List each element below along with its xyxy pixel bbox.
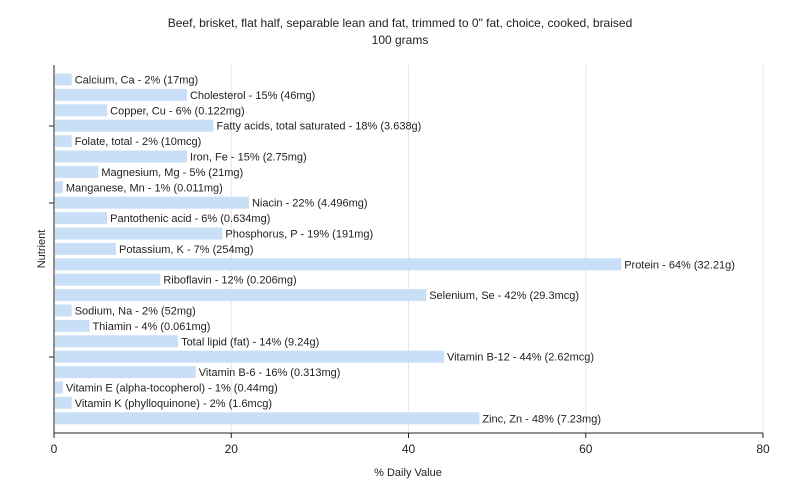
- bar-label-4: Folate, total - 2% (10mcg): [75, 136, 202, 148]
- x-tick-label-0: 0: [51, 442, 58, 456]
- bar-label-13: Riboflavin - 12% (0.206mg): [163, 275, 296, 287]
- bar-14: [55, 289, 427, 302]
- bar-label-22: Zinc, Zn - 48% (7.23mg): [482, 413, 601, 425]
- bar-label-17: Total lipid (fat) - 14% (9.24g): [181, 336, 319, 348]
- bar-16: [55, 319, 90, 332]
- bar-label-8: Niacin - 22% (4.496mg): [252, 198, 368, 210]
- bar-label-14: Selenium, Se - 42% (29.3mcg): [429, 290, 579, 302]
- bar-label-21: Vitamin K (phylloquinone) - 2% (1.6mcg): [75, 398, 272, 410]
- gridlines: [230, 65, 764, 433]
- bar-12: [55, 258, 622, 271]
- x-tick-label-20: 20: [225, 442, 239, 456]
- bar-19: [55, 366, 196, 379]
- bar-1: [55, 88, 187, 101]
- bar-22: [55, 412, 480, 425]
- x-tick-label-60: 60: [579, 442, 593, 456]
- bar-17: [55, 335, 179, 348]
- bar-labels: Calcium, Ca - 2% (17mg) Cholesterol - 15%…: [66, 75, 735, 426]
- bar-label-18: Vitamin B-12 - 44% (2.62mcg): [447, 352, 594, 364]
- y-axis-title: Nutrient: [36, 230, 48, 269]
- bar-label-15: Sodium, Na - 2% (52mg): [75, 306, 196, 318]
- bar-label-7: Manganese, Mn - 1% (0.011mg): [66, 182, 223, 194]
- bar-20: [55, 381, 63, 394]
- chart-subtitle: 100 grams: [372, 33, 429, 47]
- bar-11: [55, 242, 117, 255]
- bar-label-11: Potassium, K - 7% (254mg): [119, 244, 254, 256]
- bar-6: [55, 165, 99, 178]
- bar-label-19: Vitamin B-6 - 16% (0.313mg): [199, 367, 341, 379]
- bar-label-9: Pantothenic acid - 6% (0.634mg): [110, 213, 270, 225]
- bars: [55, 73, 622, 425]
- bar-10: [55, 227, 223, 240]
- x-tick-label-80: 80: [756, 442, 770, 456]
- bar-label-0: Calcium, Ca - 2% (17mg): [75, 75, 198, 87]
- bar-label-20: Vitamin E (alpha-tocopherol) - 1% (0.44m…: [66, 383, 278, 395]
- bar-label-16: Thiamin - 4% (0.061mg): [92, 321, 210, 333]
- bar-4: [55, 135, 72, 148]
- bar-21: [55, 396, 72, 409]
- bar-label-6: Magnesium, Mg - 5% (21mg): [101, 167, 243, 179]
- y-axis-ticks: [49, 125, 54, 358]
- bar-13: [55, 273, 161, 286]
- bar-label-2: Copper, Cu - 6% (0.122mg): [110, 105, 245, 117]
- bar-9: [55, 212, 108, 225]
- bar-label-1: Cholesterol - 15% (46mg): [190, 90, 315, 102]
- bar-label-10: Phosphorus, P - 19% (191mg): [225, 229, 373, 241]
- bar-5: [55, 150, 187, 163]
- bar-0: [55, 73, 72, 86]
- bar-7: [55, 181, 63, 194]
- x-tick-label-40: 40: [402, 442, 416, 456]
- bar-15: [55, 304, 72, 317]
- bar-label-5: Iron, Fe - 15% (2.75mg): [190, 152, 307, 164]
- bar-3: [55, 119, 214, 132]
- x-axis-ticks: 0 20 40 60 80: [51, 433, 770, 456]
- bar-8: [55, 196, 249, 209]
- x-axis-title: % Daily Value: [374, 467, 442, 479]
- bar-label-3: Fatty acids, total saturated - 18% (3.63…: [217, 121, 422, 133]
- bar-2: [55, 104, 108, 117]
- bar-18: [55, 350, 444, 363]
- chart-title: Beef, brisket, flat half, separable lean…: [168, 16, 633, 30]
- bar-label-12: Protein - 64% (32.21g): [624, 259, 735, 271]
